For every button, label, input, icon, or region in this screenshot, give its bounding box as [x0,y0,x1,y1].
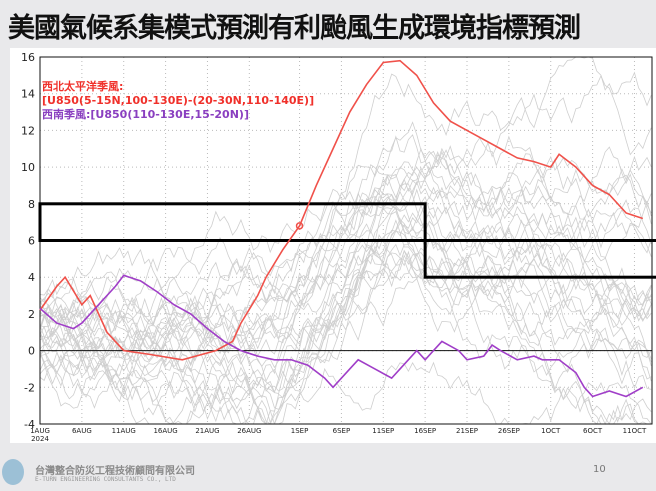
wnp-label: 西北太平洋季風: [42,80,124,93]
x-tick-label: 26AUG [237,427,261,435]
marker-point [295,222,304,230]
x-tick-label: 1SEP [291,427,309,435]
x-tick-label: 6AUG [72,427,92,435]
company-name-cn: 台灣整合防災工程技術顧問有限公司 [35,466,195,477]
y-tick-label: -2 [24,381,35,394]
ensemble-member-line [39,229,652,425]
y-tick-label: 0 [28,345,35,358]
ensemble-member-line [39,187,652,338]
x-tick-label: 6OCT [583,427,603,435]
x-tick-label: 16SEP [414,427,436,435]
x-tick-label: 26SEP [498,427,520,435]
ensemble-member-line [39,250,652,425]
threshold-box [423,239,656,279]
ensemble-member-line [39,121,652,363]
x-tick-label: 6SEP [333,427,351,435]
y-tick-label: 10 [21,161,35,174]
ensemble-member-line [39,134,652,350]
y-tick-label: 12 [21,124,35,137]
ensemble-member-line [39,170,652,425]
y-tick-label: 8 [28,198,35,211]
ensemble-member-line [39,56,652,372]
series-line-1 [39,274,644,398]
ensemble-member-line [39,249,652,398]
ensemble-member-line [39,193,652,366]
company-logo [2,459,24,485]
y-tick-label: -4 [24,418,35,431]
ensemble-member-line [39,207,652,383]
x-tick-label: 2024 [31,435,49,443]
ensemble-member-line [39,219,652,425]
wnp-formula: [U850(5-15N,100-130E)-(20-30N,110-140E)] [42,94,315,107]
x-tick-label: 21SEP [456,427,478,435]
ensemble-member-line [39,250,652,359]
x-tick-label: 11OCT [623,427,647,435]
threshold-box [38,202,427,243]
ensemble-member-line [39,206,652,424]
x-tick-label: 16AUG [153,427,177,435]
y-tick-label: 6 [28,235,35,248]
ensemble-member-line [39,135,652,350]
y-tick-label: 4 [28,271,35,284]
ensemble-member-line [39,190,652,426]
x-tick-label: 1AUG [30,427,50,435]
ensemble-member-line [39,206,652,350]
company-name-en: E-TURN ENGINEERING CONSULTANTS CO., LTD [35,476,176,483]
ensemble-member-line [39,222,652,410]
y-tick-label: 16 [21,51,35,64]
page-title: 美國氣候系集模式預測有利颱風生成環境指標預測 [8,13,581,44]
page-number: 10 [593,464,606,475]
series-line-0 [39,59,644,361]
x-tick-label: 21AUG [195,427,219,435]
x-tick-label: 11AUG [112,427,136,435]
ensemble-member-line [39,212,652,357]
y-tick-label: 14 [21,88,35,101]
ensemble-member-line [39,147,652,339]
sw-label: 西南季風:[U850(110-130E,15-20N)] [42,108,249,121]
y-tick-label: 2 [28,308,35,321]
x-tick-label: 1OCT [541,427,561,435]
x-tick-label: 11SEP [372,427,394,435]
